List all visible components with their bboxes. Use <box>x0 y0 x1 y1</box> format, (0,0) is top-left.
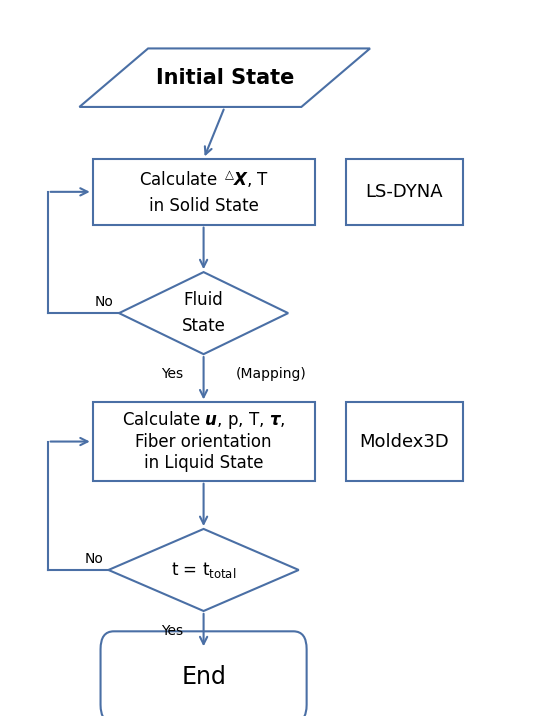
Text: No: No <box>84 552 103 567</box>
Bar <box>346 159 462 224</box>
Text: in Solid State: in Solid State <box>148 197 258 215</box>
Text: Yes: Yes <box>161 367 183 381</box>
Text: Yes: Yes <box>161 624 183 638</box>
Polygon shape <box>108 529 299 611</box>
Polygon shape <box>80 48 370 107</box>
Text: Calculate $^{\triangle}\!\boldsymbol{X}$, T: Calculate $^{\triangle}\!\boldsymbol{X}$… <box>139 168 269 190</box>
Text: Initial State: Initial State <box>155 68 294 88</box>
Text: Fiber orientation: Fiber orientation <box>135 433 272 451</box>
Bar <box>92 403 315 481</box>
Bar <box>92 159 315 224</box>
Text: No: No <box>95 296 114 309</box>
FancyBboxPatch shape <box>100 631 307 719</box>
Text: Moldex3D: Moldex3D <box>359 433 449 451</box>
Text: End: End <box>181 665 226 689</box>
Text: t = t$_{\mathrm{total}}$: t = t$_{\mathrm{total}}$ <box>171 560 236 580</box>
Text: in Liquid State: in Liquid State <box>144 454 263 472</box>
Text: LS-DYNA: LS-DYNA <box>366 183 443 201</box>
Polygon shape <box>119 272 288 354</box>
Bar <box>346 403 462 481</box>
Text: Calculate $\boldsymbol{u}$, p, T, $\boldsymbol{\tau}$,: Calculate $\boldsymbol{u}$, p, T, $\bold… <box>122 409 285 431</box>
Text: (Mapping): (Mapping) <box>235 367 306 381</box>
Text: Fluid: Fluid <box>184 291 223 309</box>
Text: State: State <box>182 317 225 335</box>
